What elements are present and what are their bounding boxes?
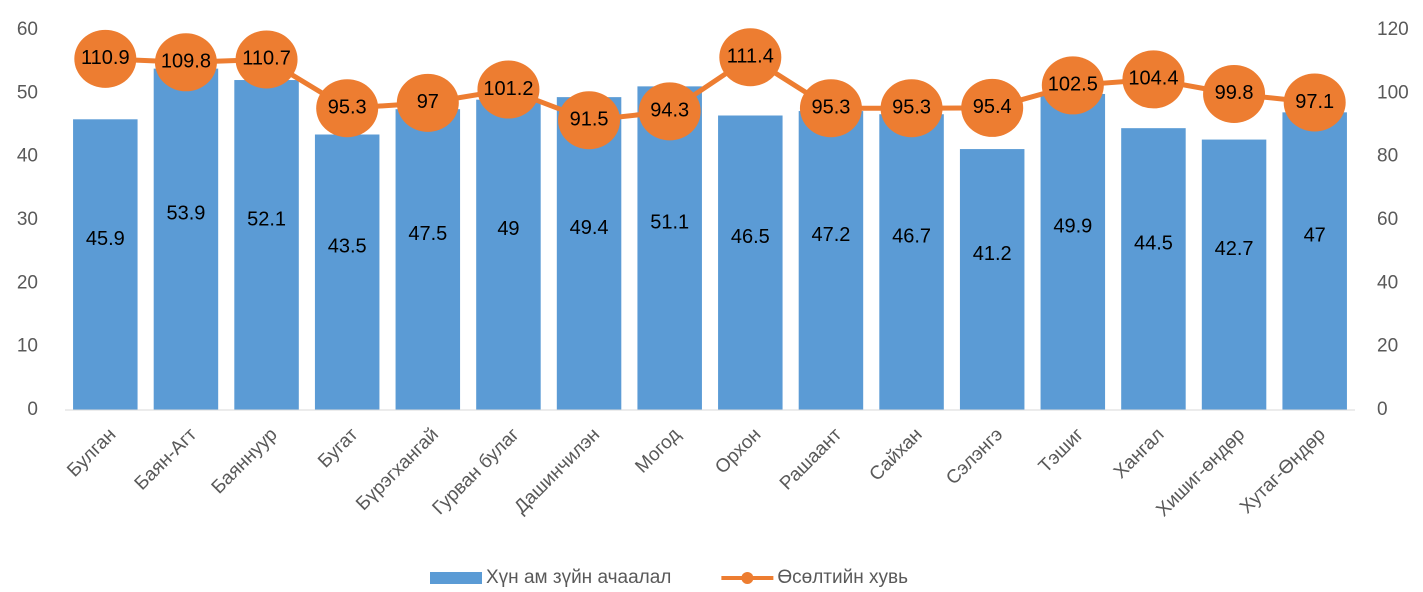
x-tick-label: Тэшиг [1035, 424, 1088, 477]
y2-tick-label: 100 [1377, 82, 1409, 103]
y-tick-label: 30 [17, 209, 38, 230]
bar [1121, 128, 1186, 410]
line-value-label: 95.3 [892, 96, 931, 118]
bar-value-label: 51.1 [650, 211, 689, 233]
legend-swatch [741, 572, 754, 584]
bar [153, 68, 219, 410]
x-tick-label: Булган [63, 424, 120, 481]
line-marker [1041, 56, 1104, 115]
bar-value-label: 47.2 [811, 224, 850, 246]
line-value-label: 91.5 [570, 109, 609, 131]
line-value-label: 95.3 [811, 96, 850, 118]
legend-label: Хүн ам зүйн ачаалал [486, 567, 671, 588]
x-tick-label: Бугат [314, 424, 362, 472]
bar-value-label: 42.7 [1215, 238, 1254, 260]
line-marker [235, 30, 298, 89]
y-tick-label: 10 [17, 336, 38, 357]
bar-value-label: 46.5 [731, 226, 770, 248]
bar [879, 114, 944, 410]
line-marker [396, 73, 459, 132]
bar [234, 80, 299, 411]
bar-value-label: 45.9 [86, 228, 125, 250]
y2-tick-label: 120 [1377, 19, 1409, 40]
y2-tick-label: 80 [1377, 146, 1398, 167]
x-tick-label: Бүрэгхангай [352, 424, 443, 515]
line-value-label: 94.3 [650, 100, 689, 122]
line-marker [74, 29, 137, 88]
line-marker [719, 28, 782, 87]
line-value-label: 95.4 [973, 96, 1012, 118]
bar-value-label: 41.2 [973, 243, 1012, 265]
bar-value-label: 46.7 [892, 225, 931, 247]
line-value-label: 99.8 [1215, 82, 1254, 104]
line-value-label: 104.4 [1128, 68, 1178, 90]
bar [73, 119, 138, 411]
x-tick-label: Сэлэнгэ [942, 424, 1007, 489]
x-tick-label: Рашаант [776, 424, 846, 494]
line-marker [961, 78, 1024, 137]
y-tick-label: 0 [27, 399, 38, 420]
line-value-label: 110.9 [81, 47, 130, 69]
line-marker [880, 79, 943, 138]
y2-tick-label: 40 [1377, 272, 1398, 293]
y2-tick-label: 0 [1377, 399, 1388, 420]
line-marker [1122, 50, 1185, 109]
y-tick-label: 20 [17, 272, 38, 293]
line-marker [638, 82, 701, 141]
line-marker [558, 91, 621, 150]
bar [1040, 93, 1106, 410]
line-marker [1283, 73, 1346, 132]
legend-swatch [430, 572, 482, 584]
line [105, 54, 1315, 123]
y-tick-label: 60 [17, 19, 38, 40]
bar-value-label: 47 [1304, 224, 1326, 246]
bar-value-label: 43.5 [328, 236, 367, 258]
line-value-label: 97.1 [1295, 91, 1334, 113]
x-tick-label: Хангал [1110, 424, 1169, 483]
x-tick-label: Баян-Агт [131, 424, 202, 495]
bar-value-label: 49 [497, 218, 519, 240]
line-marker [316, 79, 379, 138]
bar-value-label: 52.1 [247, 208, 286, 230]
bar [395, 109, 461, 411]
line-marker [477, 60, 540, 119]
x-tick-label: Орхон [711, 424, 765, 478]
line-value-label: 102.5 [1048, 74, 1098, 96]
line-marker [1203, 64, 1266, 123]
x-tick-label: Сайхан [866, 424, 927, 485]
x-tick-label: Баяннуур [208, 424, 282, 498]
line-value-label: 95.3 [328, 96, 367, 118]
line-value-label: 110.7 [242, 48, 291, 70]
line-value-label: 97 [417, 91, 439, 113]
y-tick-label: 50 [17, 82, 38, 103]
x-tick-label: Гурван булаг [429, 424, 524, 519]
bar [1201, 139, 1267, 411]
bar [798, 111, 864, 411]
bar [314, 134, 380, 410]
bar-value-label: 53.9 [166, 203, 205, 225]
bar [1282, 112, 1347, 410]
bar [718, 115, 783, 410]
y-tick-label: 40 [17, 146, 38, 167]
line-marker [799, 79, 862, 138]
y2-tick-label: 60 [1377, 209, 1398, 230]
line-value-label: 111.4 [727, 46, 774, 68]
line-marker [154, 33, 217, 92]
bar [556, 97, 622, 410]
bar-value-label: 44.5 [1134, 232, 1173, 254]
bar-value-label: 49.4 [570, 217, 609, 239]
x-tick-label: Могод [631, 424, 684, 477]
legend-label: Өсөлтийн хувь [777, 567, 908, 588]
y2-tick-label: 20 [1377, 336, 1398, 357]
bar-value-label: 47.5 [408, 223, 447, 245]
bar-value-label: 49.9 [1053, 215, 1092, 237]
line-value-label: 109.8 [161, 51, 211, 73]
x-tick-label: Дашинчилэн [510, 424, 604, 518]
bar [959, 149, 1025, 411]
x-tick-label: Хутаг-Өндөр [1236, 424, 1330, 518]
line-value-label: 101.2 [483, 78, 533, 100]
bar [476, 99, 541, 411]
